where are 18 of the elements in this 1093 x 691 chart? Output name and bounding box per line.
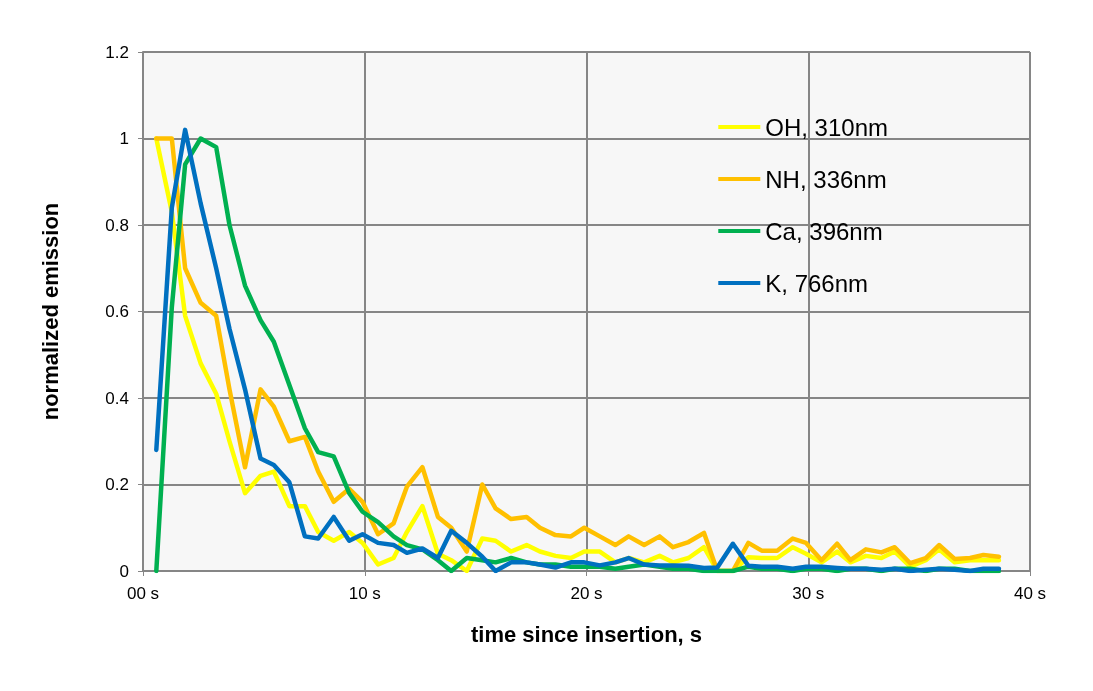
- y-tick-label: 0: [119, 561, 129, 581]
- x-tick-label: 10 s: [348, 584, 381, 603]
- y-tick-label: 0.8: [105, 215, 129, 235]
- x-tick-label: 40 s: [1013, 584, 1047, 603]
- x-tick-label: 20 s: [570, 584, 603, 603]
- y-tick-label: 0.4: [105, 388, 129, 408]
- y-tick-label: 1.2: [105, 42, 129, 62]
- x-axis-title: time since insertion, s: [470, 621, 703, 647]
- legend-label: K, 766nm: [765, 269, 869, 297]
- legend-label: Ca, 396nm: [765, 217, 883, 245]
- y-tick-label: 0.6: [105, 302, 129, 321]
- y-tick-label: 1: [119, 129, 129, 148]
- y-tick-label: 0.2: [105, 475, 129, 494]
- legend-label: OH, 310nm: [765, 113, 888, 141]
- y-axis-title: normalized emission: [37, 202, 63, 421]
- legend-label: NH, 336nm: [765, 165, 887, 193]
- x-tick-label: 30 s: [792, 584, 825, 603]
- x-tick-label: 00 s: [126, 584, 160, 603]
